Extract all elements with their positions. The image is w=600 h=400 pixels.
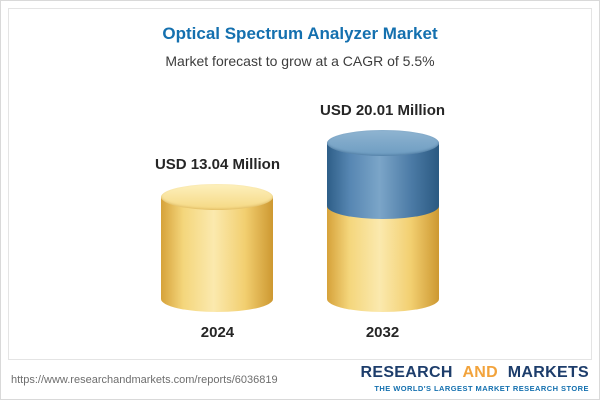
bar-value-2032: USD 20.01 Million xyxy=(320,102,446,119)
bar-group-2032: USD 20.01 Million 2032 xyxy=(320,102,445,341)
logo-word-markets: MARKETS xyxy=(507,364,589,381)
chart-frame: Optical Spectrum Analyzer Market Market … xyxy=(8,8,592,360)
logo-wordmark: RESEARCH AND MARKETS xyxy=(361,364,590,382)
cylinder-2032-base-segment xyxy=(326,206,439,312)
logo-tagline: THE WORLD'S LARGEST MARKET RESEARCH STOR… xyxy=(374,384,589,393)
footer: https://www.researchandmarkets.com/repor… xyxy=(11,364,589,393)
cylinder-2032 xyxy=(326,130,439,312)
bar-group-2024: USD 13.04 Million 2024 xyxy=(155,156,280,341)
report-url-text: https://www.researchandmarkets.com/repor… xyxy=(11,374,278,386)
chart-title: Optical Spectrum Analyzer Market xyxy=(162,24,438,43)
bar-value-2024: USD 13.04 Million xyxy=(154,156,280,173)
logo-word-research: RESEARCH xyxy=(360,364,453,381)
chart-subtitle: Market forecast to grow at a CAGR of 5.5… xyxy=(165,53,435,69)
logo-word-and: AND xyxy=(462,364,499,381)
cylinder-2032-top-cap xyxy=(326,130,439,156)
cylinder-2024-top-cap xyxy=(161,184,274,210)
bar-label-2024: 2024 xyxy=(200,324,235,341)
research-and-markets-logo: RESEARCH AND MARKETS THE WORLD'S LARGEST… xyxy=(361,364,590,393)
bar-label-2032: 2032 xyxy=(365,324,400,341)
bars-area: USD 13.04 Million 2024 USD 20.01 Million… xyxy=(9,102,591,341)
cylinder-2024-body xyxy=(161,197,274,312)
cylinder-2024 xyxy=(161,184,274,312)
